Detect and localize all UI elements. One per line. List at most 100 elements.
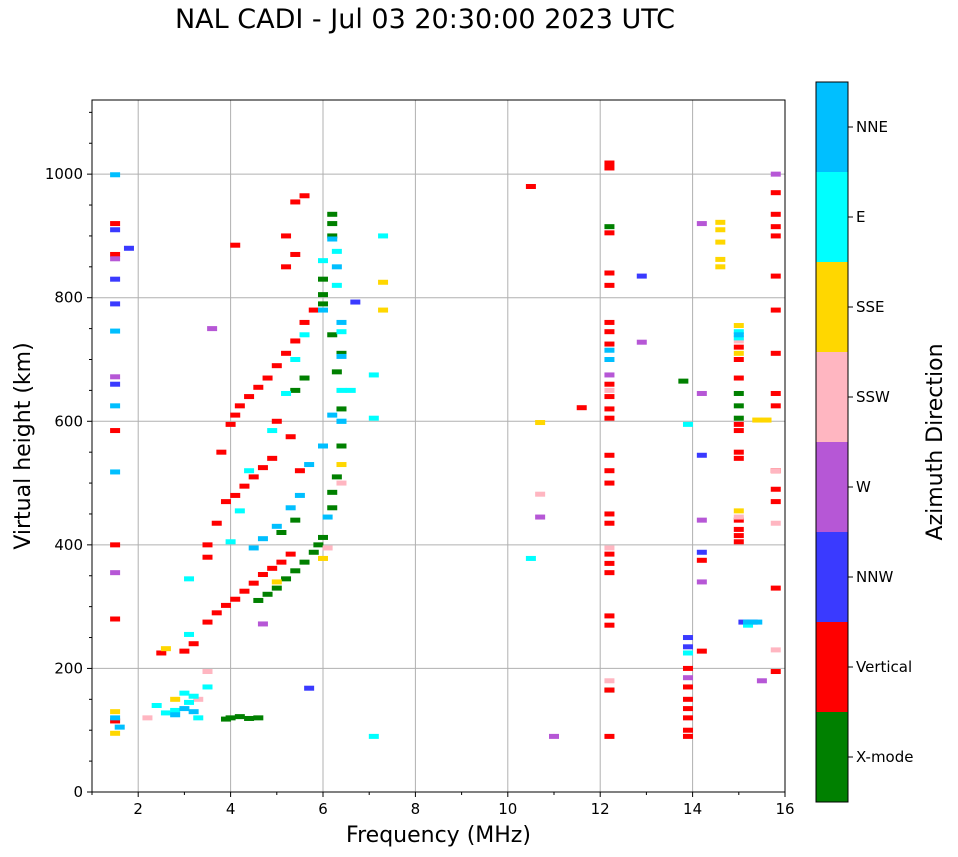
- data-point: [331, 282, 342, 288]
- data-point: [678, 378, 689, 384]
- data-point: [202, 684, 213, 690]
- data-point: [696, 221, 707, 227]
- y-tick-label: 1000: [45, 165, 83, 183]
- data-point: [604, 270, 615, 276]
- data-point: [110, 251, 121, 257]
- x-tick-label: 10: [498, 800, 517, 818]
- data-point: [770, 390, 781, 396]
- data-point: [336, 443, 347, 449]
- data-point: [715, 264, 726, 270]
- data-point: [230, 492, 241, 498]
- data-point: [715, 256, 726, 262]
- series-x-mode: [220, 211, 744, 722]
- data-point: [696, 648, 707, 654]
- data-point: [752, 619, 763, 625]
- colorbar-tick-label: SSE: [856, 298, 885, 316]
- data-point: [318, 534, 328, 540]
- data-point: [230, 596, 241, 602]
- data-point: [170, 707, 181, 713]
- data-point: [770, 307, 781, 313]
- data-point: [322, 514, 333, 520]
- data-point: [290, 568, 301, 574]
- data-point: [733, 415, 744, 421]
- data-point: [756, 678, 767, 684]
- data-point: [604, 545, 615, 551]
- data-point: [733, 428, 744, 434]
- data-point: [257, 621, 268, 627]
- data-point: [202, 554, 213, 560]
- data-point: [733, 517, 744, 523]
- data-point: [327, 221, 338, 227]
- data-point: [248, 474, 259, 480]
- data-point: [770, 350, 781, 356]
- y-tick-label: 800: [54, 289, 83, 307]
- data-point: [271, 418, 282, 424]
- data-point: [248, 545, 259, 551]
- colorbar-tick-label: SSW: [856, 388, 890, 406]
- data-point: [604, 511, 615, 517]
- data-point: [331, 264, 342, 270]
- data-point: [160, 710, 171, 716]
- data-point: [331, 474, 342, 480]
- x-tick-label: 16: [775, 800, 794, 818]
- chart-title: NAL CADI - Jul 03 20:30:00 2023 UTC: [174, 4, 676, 35]
- data-point: [604, 329, 615, 335]
- data-point: [604, 560, 615, 566]
- data-point: [604, 613, 615, 619]
- data-point: [535, 491, 546, 497]
- data-marks: [110, 160, 781, 739]
- data-point: [318, 276, 328, 282]
- data-point: [308, 307, 319, 313]
- series-nne: [110, 172, 763, 730]
- data-point: [378, 279, 389, 285]
- data-point: [230, 412, 241, 418]
- colorbar-tick-label: NNW: [856, 568, 893, 586]
- data-point: [290, 387, 301, 393]
- data-point: [576, 405, 587, 411]
- data-point: [188, 709, 199, 715]
- colorbar-tick-label: W: [856, 478, 871, 496]
- data-point: [257, 465, 268, 471]
- data-point: [604, 687, 615, 693]
- data-point: [733, 344, 744, 350]
- data-point: [290, 338, 301, 344]
- data-point: [304, 685, 315, 691]
- data-point: [308, 549, 319, 555]
- data-point: [271, 585, 282, 591]
- series-sse: [110, 219, 772, 736]
- data-point: [336, 319, 347, 325]
- data-point: [142, 715, 153, 721]
- data-point: [299, 332, 310, 338]
- colorbar-label: Azimuth Direction: [923, 343, 948, 540]
- data-point: [234, 403, 245, 409]
- data-point: [184, 699, 195, 705]
- data-point: [207, 326, 218, 332]
- data-point: [733, 526, 744, 532]
- data-point: [230, 242, 241, 248]
- data-point: [184, 576, 195, 582]
- gridlines: [92, 100, 786, 793]
- data-point: [262, 375, 273, 381]
- data-point: [770, 233, 781, 239]
- data-point: [350, 299, 361, 305]
- data-point: [281, 264, 292, 270]
- data-point: [368, 415, 379, 421]
- data-point: [604, 347, 615, 353]
- data-point: [770, 403, 781, 409]
- data-point: [604, 165, 615, 171]
- x-tick-label: 4: [226, 800, 236, 818]
- colorbar-segment: [816, 532, 848, 622]
- data-point: [170, 696, 181, 702]
- data-point: [733, 508, 744, 514]
- data-point: [733, 357, 744, 362]
- data-point: [604, 468, 615, 474]
- x-axis-ticks: 2 4 6 8 10 12 14 16: [91, 792, 795, 818]
- series-vertical: [110, 160, 781, 739]
- data-point: [604, 480, 615, 486]
- series-e: [151, 233, 754, 739]
- data-point: [244, 468, 255, 474]
- data-point: [715, 219, 726, 225]
- data-point: [604, 372, 615, 378]
